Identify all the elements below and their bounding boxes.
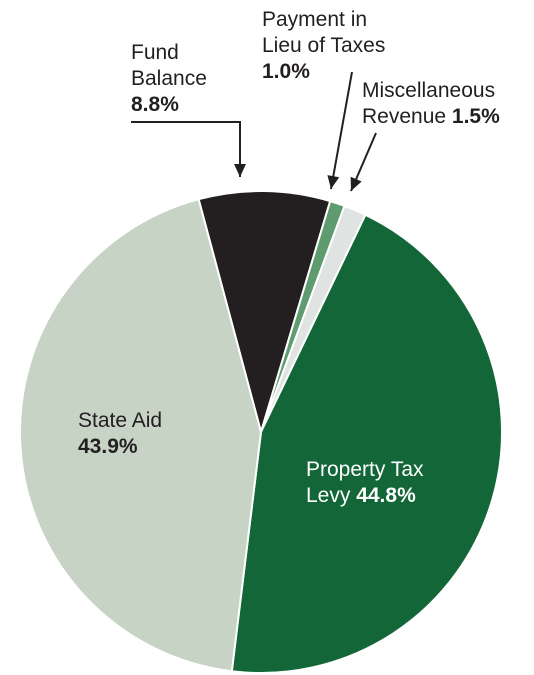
pilot-arrowhead bbox=[327, 175, 340, 189]
label-pilot-line2: Lieu of Taxes bbox=[262, 34, 386, 57]
label-prop-line2: Levy bbox=[306, 484, 351, 507]
pie-slice-prop bbox=[230, 213, 503, 674]
label-pilot: Payment in Lieu of Taxes 1.0% bbox=[262, 7, 385, 85]
fund-balance-leader-line bbox=[131, 121, 241, 177]
label-misc-revenue: Miscellaneous Revenue 1.5% bbox=[362, 78, 500, 130]
pie-slice-fund bbox=[197, 190, 332, 436]
label-fund-balance: Fund Balance 8.8% bbox=[131, 40, 207, 118]
label-state-value: 43.9% bbox=[78, 435, 138, 458]
label-state-line1: State Aid bbox=[78, 409, 163, 432]
label-misc-value: 1.5% bbox=[451, 105, 500, 128]
misc-revenue-arrowhead bbox=[350, 176, 362, 191]
label-misc-line2: Revenue bbox=[362, 105, 447, 128]
label-state-aid: State Aid 43.9% bbox=[78, 408, 162, 460]
label-pilot-value: 1.0% bbox=[262, 60, 310, 83]
fund-balance-arrowhead bbox=[234, 164, 246, 177]
label-misc-line1: Miscellaneous bbox=[362, 79, 496, 102]
pie-slice-state bbox=[19, 197, 263, 673]
label-fund-balance-line1: Fund bbox=[131, 41, 179, 64]
label-prop-value: 44.8% bbox=[356, 484, 416, 507]
label-fund-balance-value: 8.8% bbox=[131, 93, 179, 116]
label-property-tax: Property Tax Levy 44.8% bbox=[306, 457, 424, 509]
label-prop-line1: Property Tax bbox=[306, 458, 424, 481]
label-fund-balance-line2: Balance bbox=[131, 67, 207, 90]
pilot-leader-line bbox=[330, 71, 353, 190]
label-pilot-line1: Payment in bbox=[262, 8, 368, 31]
